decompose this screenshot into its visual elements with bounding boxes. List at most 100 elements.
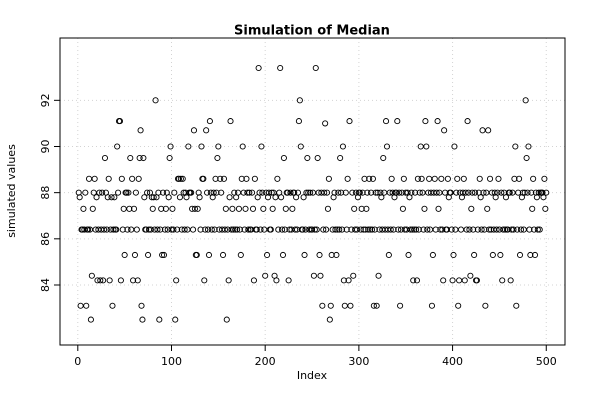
point bbox=[394, 118, 401, 125]
point bbox=[418, 175, 425, 182]
point bbox=[251, 175, 258, 182]
point bbox=[297, 143, 304, 150]
y-axis-label: simulated values bbox=[5, 144, 18, 238]
point bbox=[482, 302, 489, 309]
point bbox=[314, 154, 321, 162]
point bbox=[229, 205, 236, 212]
point bbox=[226, 194, 233, 201]
point bbox=[368, 226, 376, 233]
point bbox=[109, 302, 116, 309]
point bbox=[217, 175, 224, 182]
point bbox=[176, 194, 183, 201]
point bbox=[385, 251, 392, 259]
point bbox=[390, 226, 397, 233]
point bbox=[396, 189, 403, 196]
point bbox=[279, 251, 287, 259]
point bbox=[139, 316, 146, 323]
point bbox=[499, 277, 506, 284]
point bbox=[113, 226, 120, 233]
point bbox=[523, 154, 530, 162]
point bbox=[175, 175, 183, 182]
point bbox=[470, 226, 477, 233]
point bbox=[157, 226, 164, 233]
point bbox=[388, 175, 395, 182]
point bbox=[510, 226, 517, 233]
point bbox=[465, 189, 472, 196]
point bbox=[265, 189, 272, 196]
point bbox=[160, 251, 168, 259]
point bbox=[361, 175, 368, 182]
point bbox=[408, 189, 415, 196]
point bbox=[399, 205, 406, 212]
point bbox=[519, 189, 526, 196]
point bbox=[268, 189, 275, 196]
point bbox=[517, 226, 525, 233]
point bbox=[76, 194, 83, 201]
point bbox=[480, 189, 487, 196]
point bbox=[412, 189, 419, 196]
point bbox=[362, 226, 369, 233]
point bbox=[87, 316, 94, 323]
point bbox=[256, 189, 263, 196]
point bbox=[134, 277, 141, 284]
point bbox=[273, 277, 280, 284]
point bbox=[463, 226, 470, 233]
point bbox=[531, 251, 539, 259]
point bbox=[127, 154, 134, 162]
point bbox=[346, 118, 353, 125]
point bbox=[249, 189, 256, 196]
point bbox=[433, 189, 440, 196]
point bbox=[541, 175, 548, 182]
point bbox=[460, 175, 467, 182]
point bbox=[204, 226, 212, 233]
point bbox=[458, 194, 465, 201]
point bbox=[137, 127, 144, 134]
point bbox=[258, 143, 265, 150]
point bbox=[206, 118, 213, 125]
point bbox=[325, 175, 332, 182]
point bbox=[154, 226, 161, 233]
point bbox=[421, 205, 428, 212]
point bbox=[540, 194, 547, 201]
point bbox=[171, 189, 178, 196]
point bbox=[420, 226, 427, 233]
point bbox=[468, 205, 475, 212]
point bbox=[253, 226, 260, 233]
point bbox=[110, 226, 117, 233]
point bbox=[147, 226, 154, 233]
point bbox=[515, 189, 522, 196]
point bbox=[277, 64, 284, 72]
point bbox=[411, 226, 418, 233]
point bbox=[382, 118, 390, 125]
point bbox=[264, 194, 272, 201]
point bbox=[370, 302, 377, 309]
point bbox=[108, 194, 115, 201]
point bbox=[351, 205, 358, 212]
point bbox=[160, 189, 167, 196]
point bbox=[313, 226, 320, 233]
point bbox=[114, 143, 121, 150]
point bbox=[486, 175, 494, 182]
point bbox=[135, 175, 142, 182]
point bbox=[267, 226, 274, 233]
point bbox=[196, 194, 203, 201]
point bbox=[260, 205, 267, 212]
point bbox=[534, 226, 541, 233]
point bbox=[526, 226, 533, 233]
point bbox=[374, 189, 381, 196]
point bbox=[371, 226, 378, 233]
point bbox=[342, 189, 349, 196]
point bbox=[339, 143, 346, 150]
y-tick-label: 86 bbox=[39, 232, 52, 246]
point bbox=[502, 194, 510, 201]
point bbox=[434, 118, 441, 125]
point bbox=[183, 194, 190, 201]
point bbox=[173, 277, 180, 284]
point bbox=[429, 251, 436, 259]
point bbox=[118, 175, 125, 182]
point bbox=[466, 226, 473, 233]
plot-frame bbox=[59, 37, 566, 346]
point bbox=[125, 189, 132, 196]
point bbox=[462, 189, 469, 196]
